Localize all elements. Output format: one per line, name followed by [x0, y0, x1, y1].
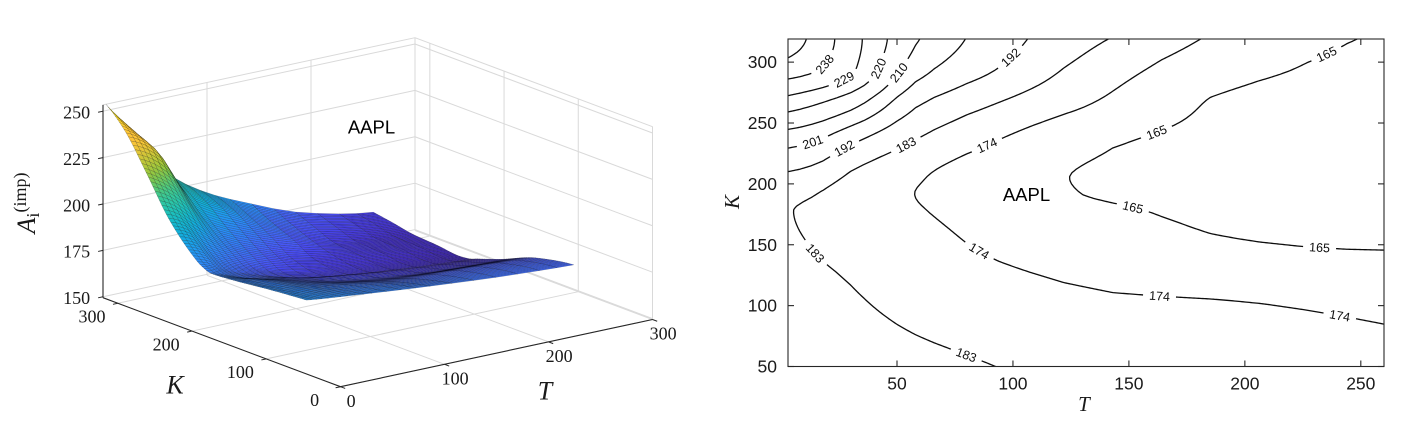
- svg-text:225: 225: [63, 149, 90, 169]
- svg-text:100: 100: [998, 374, 1027, 394]
- svg-text:150: 150: [1114, 374, 1143, 394]
- svg-text:0: 0: [347, 391, 356, 411]
- svg-text:T: T: [538, 377, 554, 406]
- svg-text:300: 300: [650, 324, 677, 344]
- svg-text:0: 0: [310, 390, 319, 410]
- svg-text:200: 200: [546, 346, 573, 366]
- svg-text:150: 150: [748, 235, 777, 255]
- svg-text:183: 183: [954, 345, 979, 366]
- svg-text:Ai(imp): Ai(imp): [10, 173, 43, 236]
- svg-text:200: 200: [153, 334, 180, 354]
- svg-text:250: 250: [748, 113, 777, 133]
- svg-text:250: 250: [63, 103, 90, 123]
- svg-text:250: 250: [1346, 374, 1375, 394]
- svg-text:175: 175: [63, 242, 90, 262]
- svg-text:300: 300: [78, 307, 105, 327]
- svg-text:100: 100: [442, 368, 469, 388]
- svg-text:200: 200: [63, 195, 90, 215]
- svg-text:50: 50: [887, 374, 907, 394]
- svg-text:174: 174: [1328, 307, 1351, 324]
- svg-text:201: 201: [801, 132, 825, 152]
- svg-text:T: T: [1078, 392, 1091, 416]
- svg-text:165: 165: [1309, 240, 1331, 255]
- svg-text:50: 50: [758, 357, 778, 377]
- svg-text:AAPL: AAPL: [1003, 184, 1050, 205]
- svg-text:200: 200: [748, 174, 777, 194]
- svg-text:AAPL: AAPL: [348, 117, 395, 138]
- svg-text:100: 100: [227, 362, 254, 382]
- svg-text:K: K: [720, 194, 744, 210]
- svg-text:100: 100: [748, 296, 777, 316]
- svg-text:150: 150: [63, 288, 90, 308]
- svg-text:300: 300: [748, 52, 777, 72]
- svg-text:174: 174: [1149, 289, 1171, 304]
- svg-text:165: 165: [1121, 198, 1145, 217]
- svg-text:200: 200: [1230, 374, 1259, 394]
- svg-text:K: K: [165, 371, 185, 400]
